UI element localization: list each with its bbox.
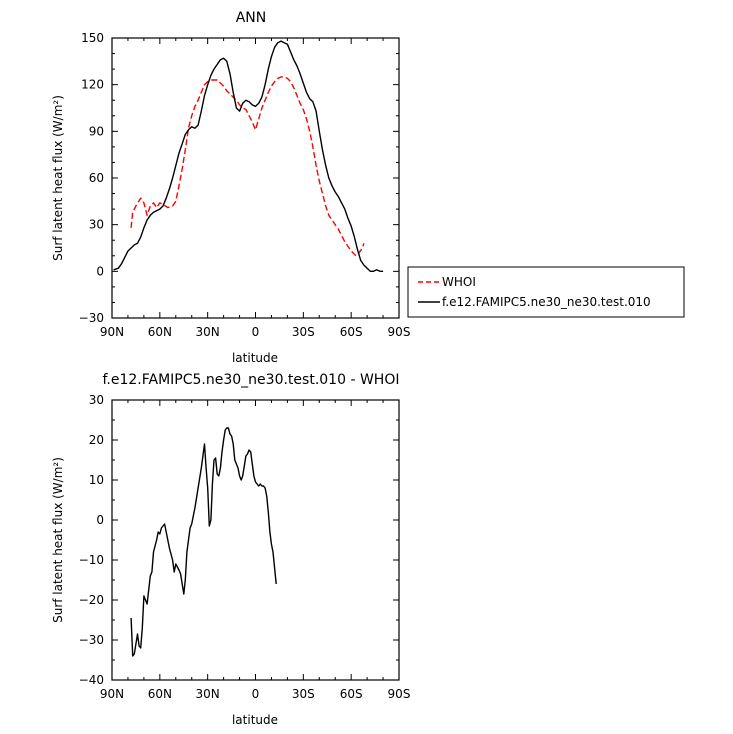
chart-top-x-tick-label: 90N (100, 325, 124, 339)
legend-frame (407, 266, 685, 318)
chart-top: ANN 90N 60N 30N 0 30S 60S 90S−300306090120150 … (51, 10, 685, 365)
chart-top-y-tick-label: 30 (89, 218, 104, 232)
chart-bottom-y-axis-label: Surf latent heat flux (W/m²) (51, 457, 65, 623)
chart-top-x-tick-label: 90S (388, 325, 411, 339)
chart-top-x-axis-label: latitude (232, 351, 278, 365)
chart-bottom-x-tick-label: 90N (100, 687, 124, 701)
chart-bottom: f.e12.FAMIPC5.ne30_ne30.test.010 - WHOI … (51, 372, 410, 727)
chart-top-series-line-whoi (130, 76, 365, 257)
chart-bottom-y-tick-label: −20 (79, 593, 104, 607)
legend-label-model: f.e12.FAMIPC5.ne30_ne30.test.010 (442, 295, 651, 309)
chart-bottom-frame (111, 399, 400, 681)
chart-top-y-axis-label: Surf latent heat flux (W/m²) (51, 95, 65, 261)
chart-top-y-tick-label: 120 (81, 78, 104, 92)
chart-top-y-tick-label: 90 (89, 124, 104, 138)
legend-label-whoi: WHOI (442, 275, 476, 289)
chart-bottom-x-tick-label: 90S (388, 687, 411, 701)
chart-top-x-tick-label: 30S (292, 325, 315, 339)
chart-top-legend: WHOI f.e12.FAMIPC5.ne30_ne30.test.010 (407, 266, 685, 318)
chart-bottom-y-tick-label: −40 (79, 673, 104, 687)
chart-bottom-title: f.e12.FAMIPC5.ne30_ne30.test.010 - WHOI (103, 372, 400, 388)
chart-bottom-y-tick-label: 30 (89, 393, 104, 407)
chart-bottom-y-tick-label: 0 (96, 513, 104, 527)
chart-bottom-x-tick-label: 60S (340, 687, 363, 701)
chart-bottom-x-axis-label: latitude (232, 713, 278, 727)
chart-top-y-tick-label: 0 (96, 264, 104, 278)
chart-bottom-series-line-0 (130, 427, 277, 657)
chart-bottom-x-tick-label: 0 (252, 687, 260, 701)
chart-bottom-y-tick-label: −10 (79, 553, 104, 567)
chart-top-x-tick-label: 30N (196, 325, 220, 339)
chart-bottom-y-tick-label: −30 (79, 633, 104, 647)
chart-top-x-tick-label: 60N (148, 325, 172, 339)
chart-bottom-x-tick-label: 60N (148, 687, 172, 701)
chart-top-y-tick-label: 60 (89, 171, 104, 185)
chart-top-frame (111, 37, 400, 319)
chart-bottom-x-tick-label: 30N (196, 687, 220, 701)
chart-bottom-x-tick-label: 30S (292, 687, 315, 701)
chart-bottom-y-tick-label: 20 (89, 433, 104, 447)
chart-top-series-line-f-e12-famipc5-ne30-ne30-test-010 (113, 40, 384, 272)
chart-top-y-tick-label: −30 (79, 311, 104, 325)
chart-top-x-tick-label: 0 (252, 325, 260, 339)
chart-bottom-y-tick-label: 10 (89, 473, 104, 487)
chart-top-x-tick-label: 60S (340, 325, 363, 339)
chart-top-y-tick-label: 150 (81, 31, 104, 45)
chart-top-title: ANN (236, 10, 267, 26)
